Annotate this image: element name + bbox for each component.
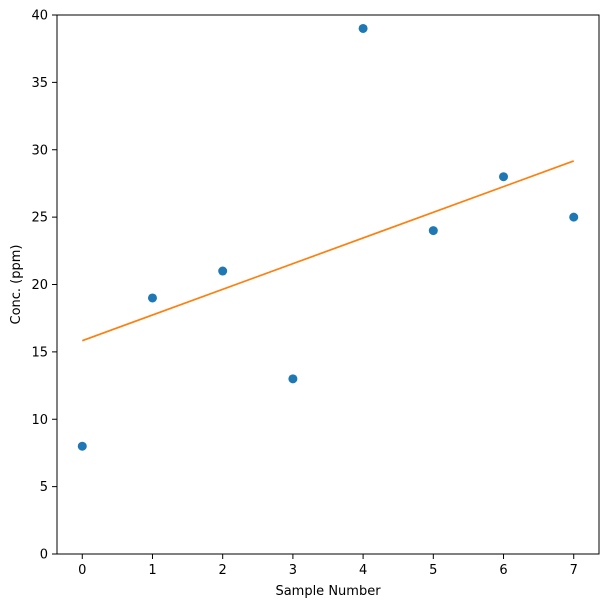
data-point [77,441,87,451]
y-tick-label: 15 [31,345,48,360]
y-tick-label: 35 [31,76,48,91]
x-tick-label: 0 [78,563,86,578]
x-axis-label: Sample Number [275,584,381,599]
x-tick-label: 2 [219,563,227,578]
trend-line [81,160,575,342]
y-tick-label: 20 [31,278,48,293]
data-point [147,293,157,303]
data-points-layer [77,23,579,451]
data-point [569,212,579,222]
x-tick-label: 4 [359,563,367,578]
y-tick-label: 5 [40,480,48,495]
x-axis-ticks: 0 1 2 3 4 5 6 7 [78,554,578,578]
x-tick-label: 5 [429,563,437,578]
y-axis-label: Conc. (ppm) [9,245,24,325]
y-tick-label: 10 [31,413,48,428]
y-tick-label: 25 [31,211,48,226]
x-tick-label: 6 [499,563,507,578]
data-point [288,374,298,384]
x-tick-label: 7 [570,563,578,578]
y-axis-ticks: 0 5 10 15 20 25 30 35 40 [31,9,57,563]
plot-area [57,15,599,554]
y-tick-label: 0 [40,548,48,563]
y-tick-label: 40 [31,9,48,24]
y-tick-label: 30 [31,143,48,158]
data-point [428,226,438,236]
data-point [358,23,368,33]
fit-line-layer [81,160,575,342]
data-point [218,266,228,276]
x-tick-label: 3 [289,563,297,578]
x-tick-label: 1 [148,563,156,578]
data-point [499,172,509,182]
